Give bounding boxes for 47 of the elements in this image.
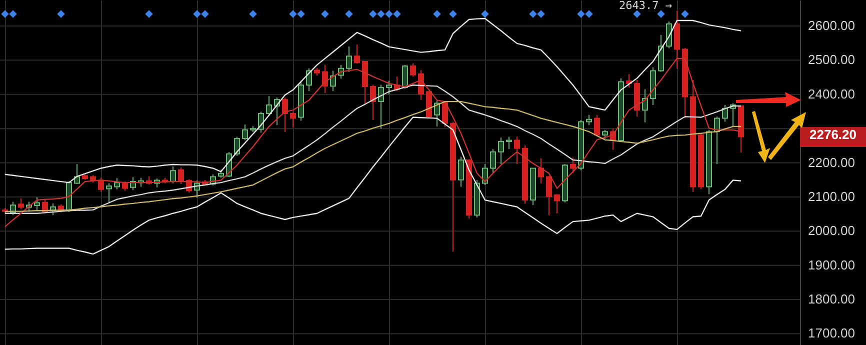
y-tick-label: 1900.00 bbox=[808, 257, 855, 272]
candlestick bbox=[282, 96, 288, 132]
candlestick bbox=[594, 114, 600, 138]
candlestick bbox=[570, 157, 576, 174]
candlestick bbox=[386, 80, 392, 95]
candlestick bbox=[290, 110, 296, 128]
candlestick bbox=[642, 88, 648, 123]
candlestick bbox=[106, 182, 112, 204]
candlestick bbox=[34, 196, 40, 210]
y-tick-label: 2000.00 bbox=[808, 223, 855, 238]
candlestick bbox=[114, 178, 120, 190]
candlestick bbox=[178, 167, 184, 184]
y-tick-label: 1700.00 bbox=[808, 326, 855, 341]
candlestick bbox=[514, 136, 520, 165]
y-tick-label: 2500.00 bbox=[808, 52, 855, 68]
candlestick bbox=[538, 158, 544, 184]
y-tick-label: 2100.00 bbox=[808, 188, 855, 204]
candlestick bbox=[266, 96, 272, 116]
y-tick-label: 2200.00 bbox=[808, 154, 855, 170]
candlestick bbox=[482, 164, 488, 186]
candlestick bbox=[554, 194, 560, 214]
candlestick bbox=[434, 99, 440, 128]
candlestick bbox=[458, 156, 464, 188]
candlestick bbox=[378, 84, 384, 130]
candlestick bbox=[98, 177, 104, 192]
candlestick bbox=[370, 84, 376, 121]
candlestick bbox=[170, 166, 176, 184]
candlestick bbox=[722, 104, 728, 122]
candlestick bbox=[242, 124, 248, 141]
candlestick bbox=[18, 198, 24, 210]
candlestick bbox=[402, 64, 408, 90]
candlestick bbox=[498, 136, 504, 165]
candlestick bbox=[546, 175, 552, 216]
y-tick-label: 1800.00 bbox=[808, 292, 855, 307]
y-tick-label: 2400.00 bbox=[808, 86, 855, 102]
candlestick bbox=[490, 148, 496, 174]
candlestick bbox=[346, 46, 352, 72]
annotation: 2643.7 → bbox=[619, 0, 672, 12]
candlestick bbox=[506, 136, 512, 150]
text: 2276.20 bbox=[800, 126, 866, 147]
candlestick bbox=[410, 62, 416, 78]
candlestick bbox=[74, 164, 80, 184]
candlestick bbox=[234, 136, 240, 156]
candlestick bbox=[354, 44, 360, 64]
candlestick bbox=[122, 181, 128, 192]
candlestick bbox=[586, 114, 592, 126]
y-tick-label: 2600.00 bbox=[808, 18, 855, 33]
